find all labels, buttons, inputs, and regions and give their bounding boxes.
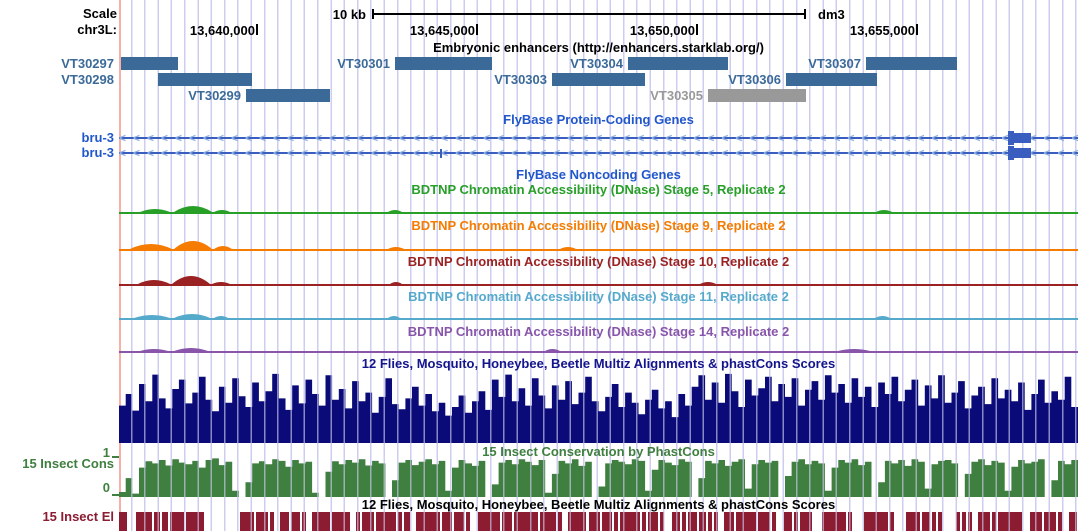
gene-line[interactable] — [119, 137, 1078, 139]
noncoding-genes-track-title: FlyBase Noncoding Genes — [516, 167, 681, 182]
gene-exon[interactable] — [1008, 131, 1014, 145]
enhancer-item-vt30306[interactable] — [786, 73, 877, 86]
gene-exon[interactable] — [1013, 133, 1031, 143]
grid-overlay — [119, 371, 1078, 443]
bdtnp-track-title: BDTNP Chromatin Accessibility (DNase) St… — [411, 182, 786, 197]
enhancers-track-title: Embryonic enhancers (http://enhancers.st… — [433, 40, 764, 55]
enhancer-item-label: VT30303 — [494, 72, 547, 87]
bdtnp-signal-peaks[interactable] — [119, 239, 1078, 249]
bdtnp-signal-peaks[interactable] — [119, 341, 1078, 351]
gene-line[interactable] — [119, 152, 1078, 154]
ruler-coordinate-label: 13,650,000 — [629, 23, 695, 38]
chromosome-label: chr3L: — [77, 22, 117, 37]
multiz-track-title: 12 Flies, Mosquito, Honeybee, Beetle Mul… — [361, 356, 836, 371]
gene-label: bru-3 — [81, 130, 115, 145]
enhancer-item-label: VT30305 — [650, 88, 703, 103]
multiz-scores-track-title: 12 Flies, Mosquito, Honeybee, Beetle Mul… — [361, 497, 836, 512]
enhancer-item-vt30299[interactable] — [246, 89, 330, 102]
phastcons-axis-min-tick — [112, 494, 119, 496]
enhancer-item-label: VT30306 — [728, 72, 781, 87]
enhancer-item-label: VT30298 — [61, 72, 114, 87]
gene-strand-arrows: <<<<<<<<<<<<<<<<<<<<<<<<<<<<<<<<<<<<<<<<… — [119, 131, 1078, 145]
enhancer-item-vt30297[interactable] — [121, 57, 178, 70]
ruler-coordinate-tick — [916, 24, 918, 35]
scale-bar-right-tick — [804, 9, 806, 19]
grid-overlay — [119, 455, 1078, 497]
ruler-coordinate-label: 13,645,000 — [409, 23, 475, 38]
bdtnp-baseline[interactable] — [119, 249, 1078, 251]
gene-exon[interactable] — [440, 148, 442, 158]
enhancer-item-label: VT30299 — [188, 88, 241, 103]
ruler-coordinate-tick — [476, 24, 478, 35]
gene-exon[interactable] — [1013, 148, 1031, 158]
phastcons-left-label: 15 Insect Cons — [22, 456, 114, 471]
insect-el-left-label: 15 Insect El — [42, 509, 114, 524]
enhancer-item-vt30301[interactable] — [395, 57, 492, 70]
enhancer-item-label: VT30297 — [61, 56, 114, 71]
bdtnp-track-title: BDTNP Chromatin Accessibility (DNase) St… — [408, 289, 789, 304]
bdtnp-signal-peaks[interactable] — [119, 308, 1078, 318]
bdtnp-baseline[interactable] — [119, 318, 1078, 320]
ruler-coordinate-tick — [696, 24, 698, 35]
bdtnp-track-title: BDTNP Chromatin Accessibility (DNase) St… — [411, 218, 786, 233]
bdtnp-track-title: BDTNP Chromatin Accessibility (DNase) St… — [407, 324, 790, 339]
bdtnp-baseline[interactable] — [119, 212, 1078, 214]
enhancer-item-vt30307[interactable] — [866, 57, 957, 70]
enhancer-item-vt30303[interactable] — [552, 73, 645, 86]
gene-strand-arrows: <<<<<<<<<<<<<<<<<<<<<<<<<<<<<<<<<<<<<<<<… — [119, 146, 1078, 160]
bdtnp-baseline[interactable] — [119, 284, 1078, 286]
phastcons-track-title: 15 Insect Conservation by PhastCons — [482, 444, 715, 459]
enhancer-item-vt30304[interactable] — [628, 57, 728, 70]
enhancer-item-label: VT30301 — [337, 56, 390, 71]
bdtnp-signal-peaks[interactable] — [119, 202, 1078, 212]
assembly-label: dm3 — [818, 7, 845, 22]
gene-exon[interactable] — [1008, 146, 1014, 160]
coding-genes-track-title: FlyBase Protein-Coding Genes — [503, 112, 694, 127]
phastcons-axis-min: 0 — [102, 480, 110, 495]
phastcons-axis-max: 1 — [102, 445, 110, 460]
scale-bar — [372, 13, 806, 15]
grid-overlay — [119, 512, 1078, 531]
ruler-coordinate-tick — [256, 24, 258, 35]
enhancer-item-label: VT30304 — [570, 56, 623, 71]
phastcons-axis-max-tick — [112, 456, 119, 458]
ruler-coordinate-label: 13,655,000 — [849, 23, 915, 38]
gene-label: bru-3 — [81, 145, 115, 160]
bdtnp-baseline[interactable] — [119, 351, 1078, 353]
enhancer-item-vt30305[interactable] — [708, 89, 806, 102]
bdtnp-signal-peaks[interactable] — [119, 274, 1078, 284]
position-marker-line — [119, 0, 121, 531]
bdtnp-track-title: BDTNP Chromatin Accessibility (DNase) St… — [407, 254, 790, 269]
enhancer-item-label: VT30307 — [808, 56, 861, 71]
scale-bar-length-label: 10 kb — [332, 7, 366, 22]
scale-label: Scale — [83, 6, 117, 21]
scale-bar-left-tick — [372, 9, 374, 19]
enhancer-item-vt30298[interactable] — [158, 73, 252, 86]
ruler-coordinate-label: 13,640,000 — [189, 23, 255, 38]
